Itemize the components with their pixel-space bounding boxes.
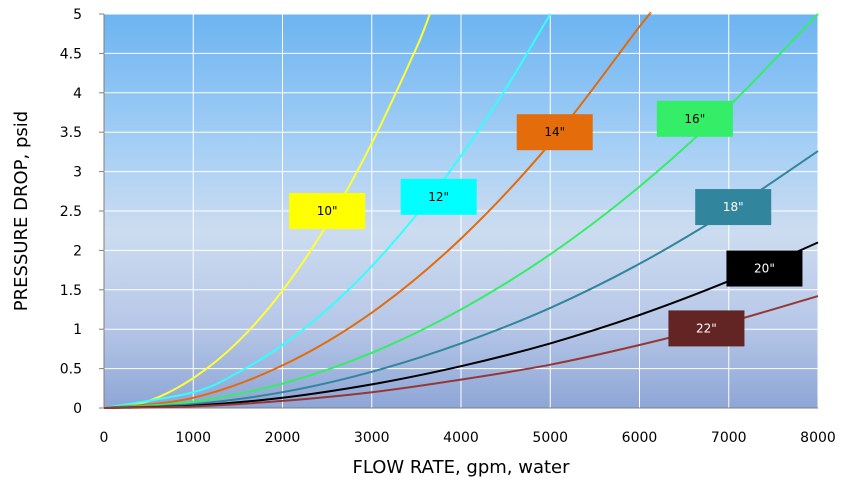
- series-label-box: [400, 178, 477, 215]
- x-tick-label: 2000: [265, 430, 301, 446]
- series-label-text: 12": [428, 190, 449, 204]
- x-tick-label: 8000: [800, 430, 836, 446]
- series-label-box: [695, 189, 772, 226]
- series-label-box: [516, 114, 593, 151]
- series-label-text: 10": [317, 204, 338, 218]
- series-label: 22": [668, 310, 745, 347]
- series-label: 14": [516, 114, 593, 151]
- series-label-text: 18": [723, 200, 744, 214]
- series-label-box: [656, 100, 733, 137]
- series-line: [103, 13, 431, 409]
- x-axis-title: FLOW RATE, gpm, water: [352, 457, 570, 478]
- series-line: [103, 241, 819, 409]
- x-tick-label: 5000: [532, 430, 568, 446]
- series-label-text: 16": [684, 112, 705, 126]
- axes: [99, 13, 818, 409]
- x-tick-label: 3000: [354, 430, 390, 446]
- series-line: [103, 13, 552, 409]
- series-label: 10": [289, 193, 366, 229]
- series-label-text: 14": [544, 125, 565, 139]
- y-axis-title: PRESSURE DROP, psid: [11, 111, 32, 311]
- y-tick-label: 4.5: [60, 46, 82, 62]
- y-tick-label: 0.5: [60, 362, 82, 378]
- y-tick-label: 1: [73, 322, 82, 338]
- y-tick-label: 2: [73, 243, 82, 259]
- series-label-text: 22": [696, 321, 717, 335]
- y-tick-label: 3: [73, 165, 82, 181]
- series-label-box: [668, 310, 745, 347]
- series-label: 16": [656, 100, 733, 137]
- y-tick-label: 3.5: [60, 125, 82, 141]
- x-tick-label: 6000: [622, 430, 658, 446]
- series-label-box: [726, 250, 803, 287]
- x-tick-label: 4000: [443, 430, 479, 446]
- series-labels: 10" 12" 14" 16" 18" 20" 22": [289, 100, 803, 347]
- series-label-box: [289, 193, 366, 229]
- series-label-text: 20": [754, 262, 775, 276]
- x-tick-label: 0: [100, 430, 109, 446]
- y-tick-label: 0: [73, 401, 82, 417]
- series-label: 18": [695, 189, 772, 226]
- series-line: [103, 12, 652, 409]
- y-tick-label: 5: [73, 7, 82, 23]
- series-label: 20": [726, 250, 803, 287]
- y-tick-label: 4: [73, 86, 82, 102]
- y-tick-label: 1.5: [60, 283, 82, 299]
- series-label: 12": [400, 178, 477, 215]
- x-tick-label: 1000: [175, 430, 211, 446]
- x-tick-label: 7000: [711, 430, 747, 446]
- y-tick-label: 2.5: [60, 204, 82, 220]
- tick-labels: 0 1000 2000 3000 4000 5000 6000 7000 8000 0 0.5 1 1.…: [60, 7, 836, 446]
